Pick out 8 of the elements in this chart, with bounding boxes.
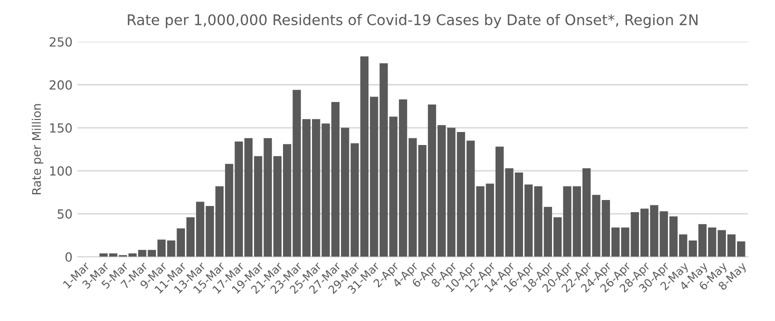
y-tick-label: 0 <box>66 252 72 262</box>
y-tick-label: 250 <box>50 37 72 47</box>
chart-title: Rate per 1,000,000 Residents of Covid-19 Cases by Date of Onset*, Region 2N <box>128 14 698 28</box>
y-tick-label: 200 <box>50 80 72 90</box>
y-axis-title: Rate per Million <box>32 104 44 194</box>
y-tick-label: 100 <box>50 166 72 176</box>
y-tick-label: 50 <box>58 209 72 219</box>
y-tick-label: 150 <box>50 123 72 133</box>
